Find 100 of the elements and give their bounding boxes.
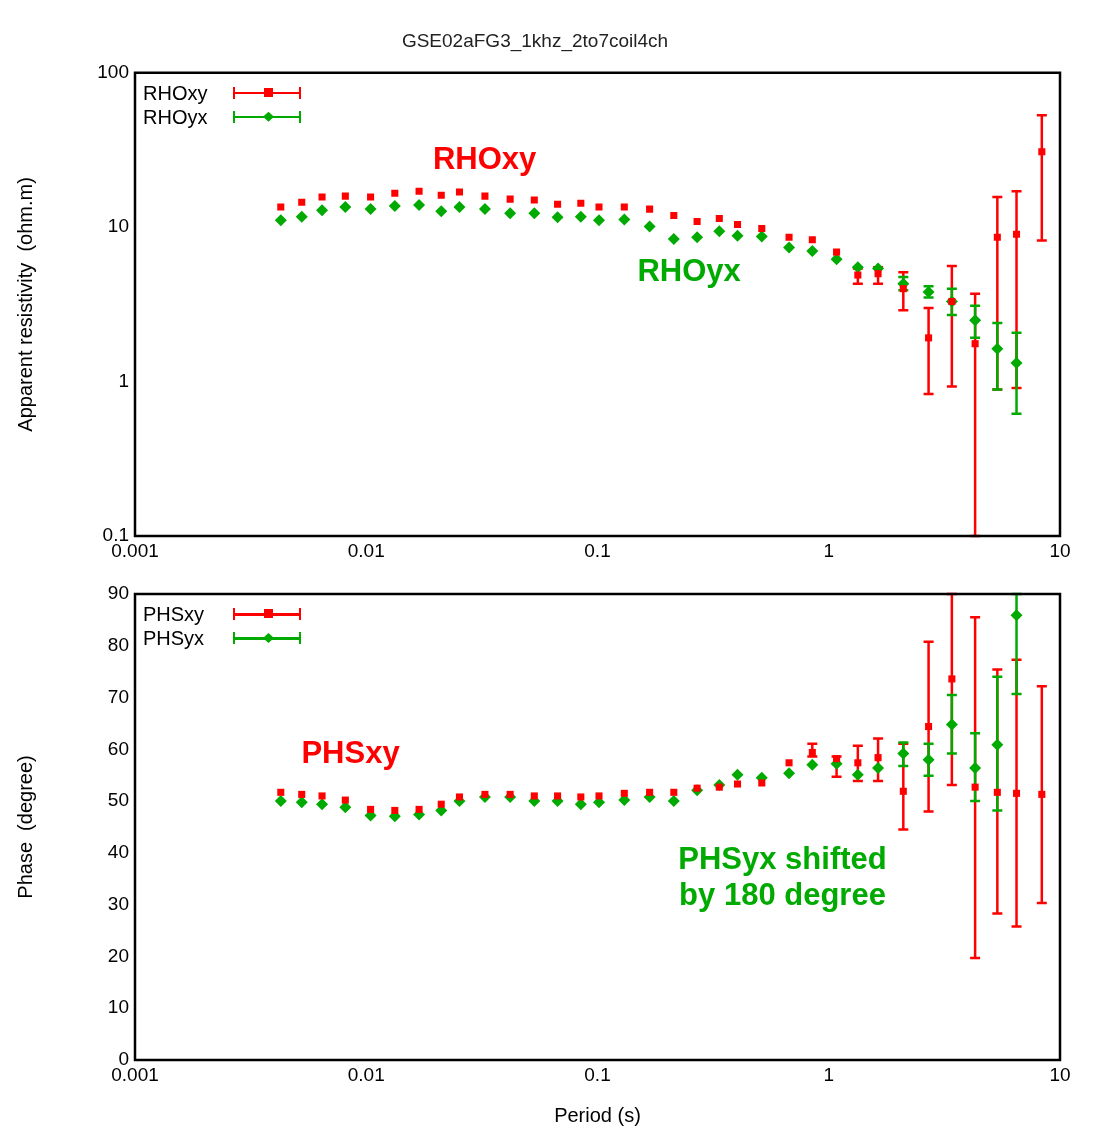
point xyxy=(364,203,377,216)
point xyxy=(298,198,306,206)
point xyxy=(925,723,933,731)
y-tick-label: 40 xyxy=(107,841,129,863)
annotation: RHOyx xyxy=(637,253,742,289)
point xyxy=(277,788,285,796)
point xyxy=(274,795,287,808)
y-tick-label: 100 xyxy=(97,61,129,83)
point xyxy=(854,759,862,767)
point xyxy=(785,759,793,767)
point xyxy=(851,768,864,781)
point xyxy=(783,767,796,780)
point xyxy=(897,747,910,760)
point xyxy=(1038,148,1046,156)
point xyxy=(388,200,401,213)
point xyxy=(971,783,979,791)
point xyxy=(993,788,1001,796)
x-axis-title: Period (s) xyxy=(554,1103,641,1126)
point xyxy=(367,805,375,813)
point xyxy=(415,187,423,195)
y-tick-label: 20 xyxy=(107,944,129,966)
y-tick-label: 50 xyxy=(107,789,129,811)
point xyxy=(899,285,907,293)
point xyxy=(691,231,704,244)
y-tick-label: 1 xyxy=(118,369,129,391)
point xyxy=(922,753,935,766)
legend-label: PHSxy xyxy=(143,602,206,626)
point xyxy=(530,792,538,800)
point xyxy=(577,793,585,801)
chart-title: GSE02aFG3_1khz_2to7coil4ch xyxy=(401,29,669,52)
point xyxy=(670,212,678,220)
point xyxy=(367,193,375,201)
y-tick-label: 30 xyxy=(107,892,129,914)
x-tick-label: 0.01 xyxy=(347,539,385,561)
point xyxy=(715,214,723,222)
point xyxy=(391,189,399,197)
point xyxy=(435,205,448,218)
point xyxy=(693,217,701,225)
point xyxy=(925,334,933,342)
point xyxy=(295,796,308,809)
point xyxy=(783,241,796,254)
annotation: RHOxy xyxy=(432,141,538,177)
point xyxy=(530,196,538,204)
point xyxy=(274,214,287,227)
y-tick-label: 80 xyxy=(107,634,129,656)
point xyxy=(969,314,982,327)
point xyxy=(806,245,819,258)
point xyxy=(667,795,680,808)
y-tick-label: 10 xyxy=(107,215,129,237)
point xyxy=(670,788,678,796)
point xyxy=(298,790,306,798)
point xyxy=(808,236,816,244)
point xyxy=(667,232,680,245)
x-tick-label: 0.1 xyxy=(584,1063,611,1085)
annotation: PHSxy xyxy=(301,735,401,771)
point xyxy=(646,205,654,213)
point xyxy=(993,233,1001,241)
y-axis-title: Apparent resistivity (ohm.m) xyxy=(13,177,36,432)
point xyxy=(554,792,562,800)
legend-label: RHOyx xyxy=(143,104,209,129)
point xyxy=(506,195,514,203)
x-tick-label: 0.01 xyxy=(347,1063,385,1085)
point xyxy=(806,758,819,771)
point xyxy=(577,199,585,207)
x-tick-label: 1 xyxy=(823,1063,835,1085)
point xyxy=(991,342,1004,355)
point xyxy=(948,675,956,683)
x-tick-label: 10 xyxy=(1049,539,1071,561)
point xyxy=(437,191,445,199)
point xyxy=(554,200,562,208)
y-tick-label: 90 xyxy=(107,582,129,604)
point xyxy=(991,738,1004,751)
point xyxy=(646,788,654,796)
point xyxy=(971,340,979,348)
x-tick-label: 0.1 xyxy=(584,539,611,561)
point xyxy=(506,790,514,798)
legend-label: RHOxy xyxy=(143,80,209,105)
point xyxy=(899,787,907,795)
point xyxy=(504,207,517,220)
y-tick-label: 60 xyxy=(107,737,129,759)
point xyxy=(413,199,426,212)
x-tick-label: 10 xyxy=(1049,1063,1071,1085)
point xyxy=(643,220,656,233)
point xyxy=(713,225,726,238)
point xyxy=(415,805,423,813)
x-tick-label: 1 xyxy=(823,539,835,561)
y-tick-label: 70 xyxy=(107,685,129,707)
point xyxy=(833,248,841,256)
point xyxy=(574,210,587,223)
annotation: PHSyx shifted by 180 degree xyxy=(678,840,887,912)
point xyxy=(808,748,816,756)
point xyxy=(391,806,399,814)
point xyxy=(295,210,308,223)
point xyxy=(833,755,841,763)
point xyxy=(854,271,862,279)
y-tick-label: 10 xyxy=(107,996,129,1018)
point xyxy=(437,800,445,808)
point xyxy=(785,233,793,241)
point xyxy=(551,211,564,224)
point xyxy=(1038,790,1046,798)
